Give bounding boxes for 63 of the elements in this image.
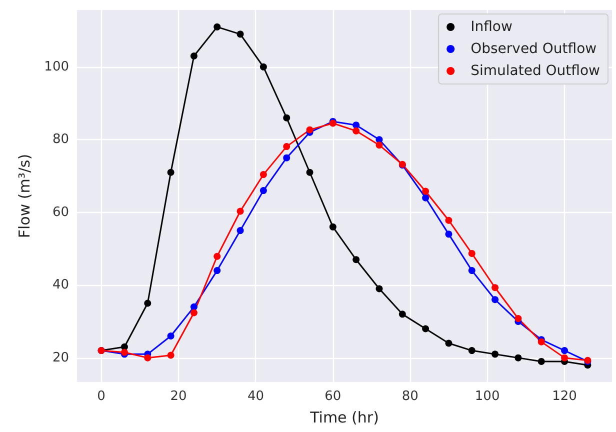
point	[514, 315, 522, 322]
x-tick-label: 20	[170, 389, 187, 404]
point	[492, 296, 499, 304]
point	[538, 358, 545, 365]
x-tick-label: 120	[552, 389, 577, 404]
point	[214, 252, 221, 260]
point	[190, 303, 198, 310]
point	[236, 227, 244, 234]
legend-label: Observed Outflow	[470, 41, 597, 57]
point	[468, 347, 476, 354]
point	[167, 332, 174, 340]
point	[352, 122, 360, 129]
point	[236, 208, 244, 215]
point	[260, 171, 267, 178]
x-tick-label: 0	[97, 389, 106, 404]
point	[445, 340, 452, 347]
point	[167, 352, 174, 359]
point	[283, 154, 290, 162]
point	[376, 142, 383, 149]
point	[283, 143, 290, 150]
point	[561, 347, 568, 354]
y-tick-label: 100	[44, 59, 69, 74]
point	[398, 310, 406, 318]
point	[260, 187, 267, 194]
point	[306, 168, 314, 176]
y-tick-label: 20	[52, 350, 69, 366]
point	[376, 285, 383, 292]
x-tick-label: 40	[247, 389, 264, 404]
point	[422, 194, 430, 202]
point	[144, 300, 152, 307]
point	[329, 223, 336, 230]
point	[422, 188, 430, 195]
x-tick-label: 80	[402, 389, 418, 404]
y-tick-label: 60	[52, 204, 69, 220]
point	[260, 63, 267, 70]
legend-label: Inflow	[470, 19, 512, 35]
point	[492, 350, 499, 358]
point	[190, 309, 198, 316]
point	[352, 127, 360, 134]
y-tick-label: 80	[52, 132, 69, 148]
x-axis-title: Time (hr)	[309, 408, 379, 426]
legend-label: Simulated Outflow	[470, 63, 600, 79]
point	[492, 284, 499, 292]
point	[468, 267, 476, 274]
point	[468, 250, 476, 257]
point	[283, 114, 290, 122]
point	[306, 126, 314, 134]
point	[144, 354, 152, 362]
point	[214, 23, 221, 30]
point	[445, 230, 452, 238]
point	[422, 325, 430, 332]
y-tick-label: 40	[52, 278, 69, 293]
point	[190, 52, 198, 60]
point	[352, 256, 360, 264]
x-tick-label: 60	[324, 389, 342, 404]
point	[214, 267, 221, 274]
point	[167, 168, 174, 176]
point	[514, 354, 522, 362]
x-tick-label: 100	[474, 389, 500, 404]
point	[445, 216, 452, 224]
point	[561, 354, 568, 362]
point	[236, 30, 244, 38]
y-axis-title: Flow (m³/s)	[16, 154, 34, 238]
